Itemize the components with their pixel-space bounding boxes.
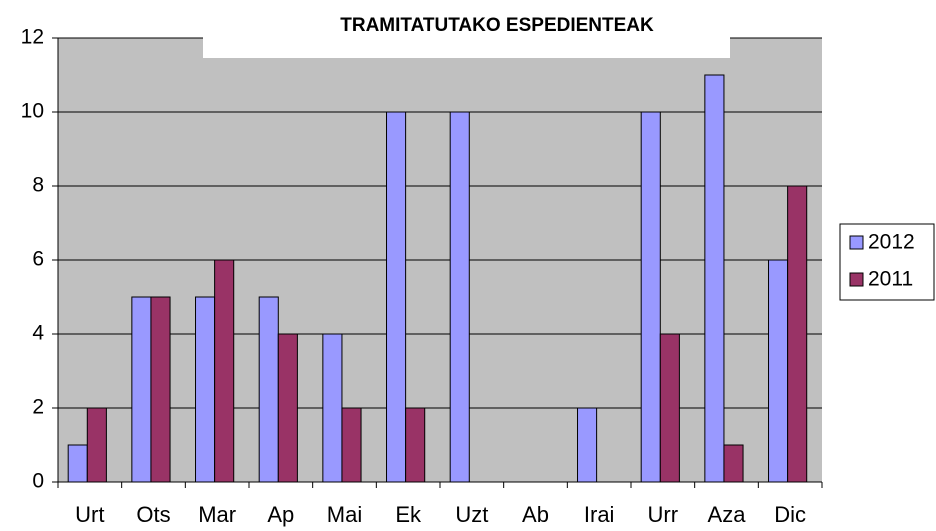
x-tick-label: Ab — [522, 502, 549, 527]
bar — [341, 407, 362, 483]
x-tick-label: Ap — [267, 502, 294, 527]
y-tick-label: 2 — [32, 396, 44, 419]
legend-swatch — [849, 272, 864, 287]
x-tick-label: Irai — [584, 502, 615, 527]
x-tick-label: Mai — [327, 502, 362, 527]
bar — [640, 111, 661, 483]
bar — [322, 333, 343, 483]
legend-label: 2012 — [868, 231, 915, 254]
chart-title: TRAMITATUTAKO ESPEDIENTEAK — [340, 15, 654, 36]
x-tick-label: Ots — [136, 502, 170, 527]
y-tick-label: 12 — [21, 26, 44, 49]
y-tick-label: 4 — [32, 322, 44, 345]
bar — [214, 259, 235, 483]
bar — [195, 296, 216, 483]
x-tick-label: Uzt — [455, 502, 488, 527]
bar — [86, 407, 107, 483]
y-tick-label: 0 — [32, 470, 44, 493]
x-tick-label: Aza — [708, 502, 747, 527]
bar — [67, 444, 88, 483]
bar — [787, 185, 808, 483]
bar — [659, 333, 680, 483]
bar — [150, 296, 171, 483]
legend-swatch — [849, 235, 864, 250]
x-tick-label: Urt — [75, 502, 104, 527]
title-box — [203, 0, 730, 58]
bar — [704, 74, 725, 483]
x-tick-label: Urr — [648, 502, 679, 527]
legend-box — [839, 223, 935, 301]
y-tick-label: 8 — [32, 174, 44, 197]
bar — [577, 407, 598, 483]
y-tick-label: 6 — [32, 248, 44, 271]
x-tick-label: Mar — [198, 502, 236, 527]
legend-label: 2011 — [868, 268, 913, 291]
bar — [768, 259, 789, 483]
x-tick-label: Dic — [774, 502, 806, 527]
bar — [131, 296, 152, 483]
x-tick-label: Ek — [395, 502, 422, 527]
bar — [405, 407, 426, 483]
bar — [449, 111, 470, 483]
bar — [386, 111, 407, 483]
bar — [277, 333, 298, 483]
bar — [723, 444, 744, 483]
y-tick-label: 10 — [21, 100, 44, 123]
bar — [258, 296, 279, 483]
